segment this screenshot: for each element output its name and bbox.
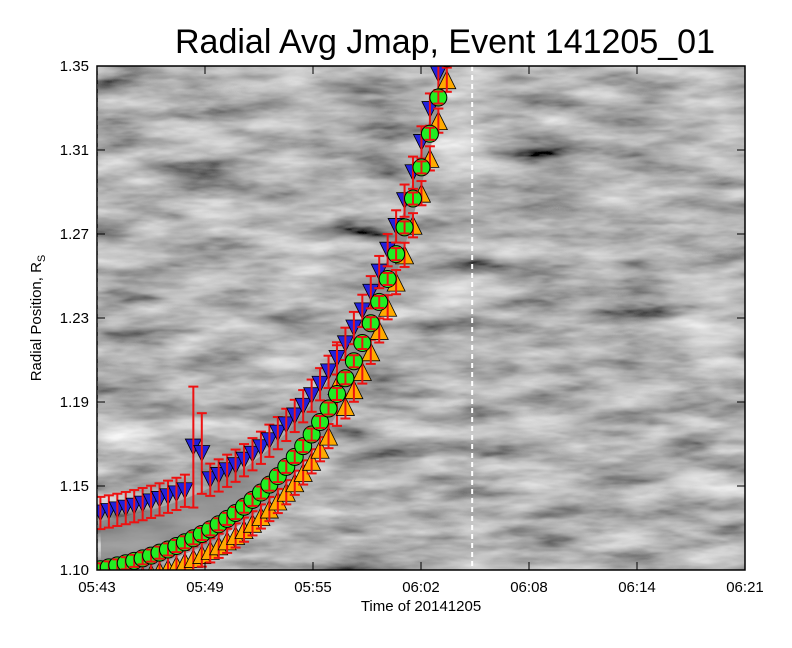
x-tick-label: 06:02 bbox=[402, 579, 440, 596]
x-tick-label: 06:08 bbox=[510, 579, 548, 596]
x-tick-label: 06:21 bbox=[726, 579, 764, 596]
chart-title: Radial Avg Jmap, Event 141205_01 bbox=[175, 23, 715, 61]
y-tick-label: 1.15 bbox=[60, 478, 89, 495]
y-axis-label: Radial Position, RS bbox=[28, 255, 48, 382]
x-tick-label: 06:14 bbox=[618, 579, 656, 596]
x-tick-label: 05:49 bbox=[186, 579, 224, 596]
y-tick-label: 1.19 bbox=[60, 394, 89, 411]
y-tick-label: 1.35 bbox=[60, 58, 89, 75]
y-tick-label: 1.27 bbox=[60, 226, 89, 243]
x-axis-label: Time of 20141205 bbox=[361, 598, 481, 615]
y-tick-label: 1.31 bbox=[60, 142, 89, 159]
x-tick-label: 05:43 bbox=[78, 579, 116, 596]
lower-point bbox=[117, 571, 135, 589]
y-tick-label: 1.23 bbox=[60, 310, 89, 327]
y-tick-label: 1.10 bbox=[60, 562, 89, 579]
x-tick-label: 05:55 bbox=[294, 579, 332, 596]
lower-point bbox=[133, 568, 135, 570]
upper-point bbox=[447, 0, 463, 1]
